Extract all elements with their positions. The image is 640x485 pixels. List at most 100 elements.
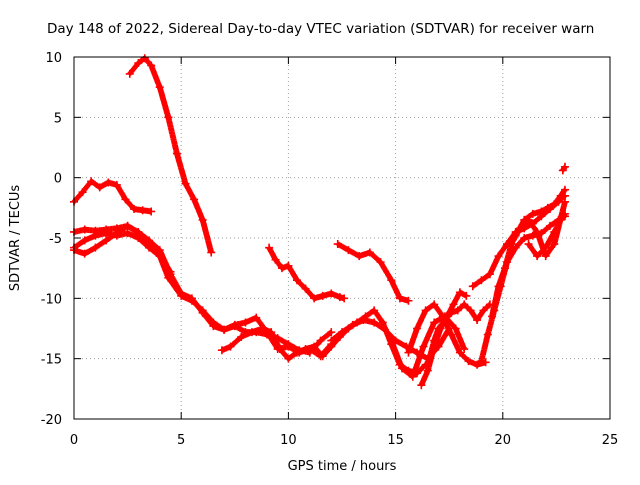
data-point <box>267 328 276 337</box>
data-point <box>316 336 325 345</box>
data-point <box>190 195 199 204</box>
data-point <box>104 178 113 187</box>
data-point <box>556 191 565 200</box>
data-point <box>387 336 396 345</box>
data-point <box>395 294 404 303</box>
data-point <box>340 294 349 303</box>
data-point <box>541 243 550 252</box>
y-tick-label: -5 <box>49 232 62 247</box>
data-point <box>481 358 490 367</box>
data-point <box>147 61 156 70</box>
series-arc-4 <box>70 221 336 361</box>
data-point <box>533 227 542 236</box>
data-point <box>488 312 497 321</box>
y-tick-label: 0 <box>54 172 62 187</box>
series-arc-2 <box>125 54 216 257</box>
tick-layer: 0 5 10 15 20 25 -20 -15 -10 -5 0 5 10 <box>41 51 619 448</box>
data-point <box>333 240 342 249</box>
data-point <box>419 342 428 351</box>
data-point <box>140 54 149 63</box>
data-point <box>500 264 509 273</box>
data-point <box>434 324 443 333</box>
data-point <box>430 336 439 345</box>
data-point <box>258 324 267 333</box>
plot-frame <box>73 56 611 420</box>
data-point <box>80 236 89 245</box>
data-point <box>550 200 559 209</box>
y-tick-label: -20 <box>41 413 62 428</box>
series-marker-trail <box>71 222 335 356</box>
series-marker-trail <box>559 163 568 174</box>
data-point <box>310 294 319 303</box>
data-point <box>237 332 246 341</box>
data-point <box>102 229 111 238</box>
y-tick-label: -10 <box>41 292 62 307</box>
data-point <box>125 69 134 78</box>
data-point <box>134 234 143 242</box>
data-point <box>447 308 456 317</box>
x-tick-label: 10 <box>280 433 297 448</box>
data-point <box>423 360 432 369</box>
data-point <box>121 195 130 204</box>
data-point <box>112 231 121 240</box>
series-arc-10 <box>387 312 469 381</box>
data-point <box>177 289 186 298</box>
data-point <box>247 328 256 337</box>
data-point <box>451 324 460 333</box>
data-point <box>404 348 413 357</box>
data-point <box>181 179 190 188</box>
data-point <box>172 149 181 158</box>
data-point <box>398 364 407 373</box>
data-point <box>447 330 456 339</box>
data-point <box>520 215 529 224</box>
data-point <box>335 293 344 302</box>
series-arc-7 <box>265 243 349 303</box>
data-point <box>560 209 569 218</box>
x-tick-label: 20 <box>495 433 512 448</box>
series-arc-1 <box>70 177 156 216</box>
data-point <box>338 328 346 337</box>
data-point <box>477 357 486 366</box>
series-arc-5 <box>70 229 175 276</box>
series-arc-13 <box>423 300 494 369</box>
data-point <box>275 345 284 354</box>
data-point <box>155 252 164 261</box>
data-point <box>112 180 121 189</box>
data-point <box>284 354 293 363</box>
data-point <box>550 240 559 249</box>
data-point <box>494 282 503 291</box>
data-point <box>164 113 173 122</box>
data-point <box>348 320 357 329</box>
y-axis-label: SDTVAR / TECUs <box>8 185 23 292</box>
data-point <box>524 240 533 249</box>
data-point <box>477 276 486 285</box>
data-point <box>430 300 439 309</box>
data-point <box>155 83 164 92</box>
data-point <box>102 236 111 245</box>
data-point <box>560 185 569 194</box>
data-point <box>301 284 310 293</box>
series-arc-18 <box>524 209 569 261</box>
data-point <box>479 306 488 315</box>
data-point <box>560 197 569 206</box>
x-tick-label: 0 <box>70 433 78 448</box>
data-point <box>134 59 143 68</box>
data-point <box>511 231 520 240</box>
data-layer <box>70 54 569 390</box>
data-point <box>198 308 207 317</box>
data-point <box>123 221 132 230</box>
data-point <box>209 322 218 331</box>
data-point <box>147 207 156 216</box>
data-point <box>123 229 132 238</box>
data-point <box>533 252 542 261</box>
series-arc-19 <box>558 162 569 175</box>
data-point <box>265 243 274 252</box>
data-point <box>318 291 327 300</box>
series-arc-8 <box>333 240 413 305</box>
data-point <box>271 255 280 264</box>
data-point <box>318 352 327 361</box>
data-point <box>91 243 100 252</box>
data-point <box>145 236 154 245</box>
